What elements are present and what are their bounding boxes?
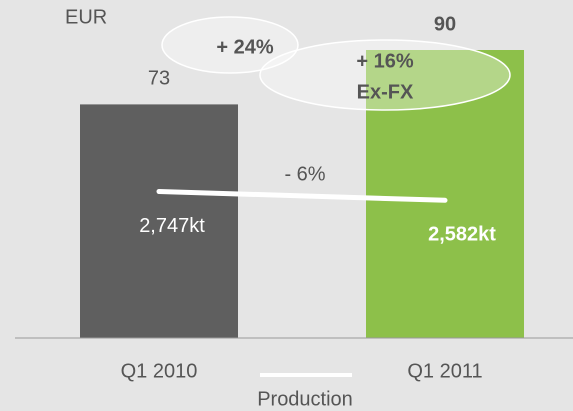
callout-ellipse — [259, 39, 511, 111]
x-tick-label: Q1 2011 — [407, 360, 482, 382]
callout-ellipse — [161, 16, 299, 74]
bar — [366, 50, 524, 338]
bar-value-label: 73 — [148, 68, 170, 90]
annotation: - 6% — [284, 163, 325, 185]
legend-label: Production — [257, 388, 353, 410]
bar-value-label: 90 — [434, 13, 456, 35]
bar — [80, 104, 238, 339]
x-tick-label: Q1 2010 — [121, 360, 198, 382]
line-value-label: 2,582kt — [428, 224, 496, 246]
annotation: Ex-FX — [357, 81, 414, 103]
unit-label: EUR — [65, 6, 107, 28]
annotation: + 16% — [356, 50, 413, 72]
line-value-label: 2,747kt — [139, 215, 205, 237]
annotation: + 24% — [216, 36, 273, 58]
production-line — [156, 188, 448, 203]
